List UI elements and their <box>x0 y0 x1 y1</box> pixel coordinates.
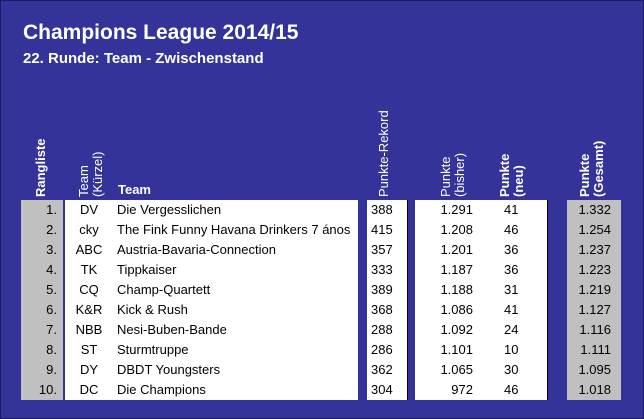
table-row: 5. CQ Champ-Quartett 389 1.188 31 1.219 <box>1 280 644 300</box>
header-team: Team <box>118 182 151 197</box>
previous-points-cell: 1.187 <box>415 260 487 280</box>
table-row: 2. cky The Fink Funny Havana Drinkers 7 án… <box>1 220 644 240</box>
abbr-cell: cky <box>65 220 113 240</box>
header-total: Punkte (Gesamt) <box>577 140 606 197</box>
total-points-cell: 1.111 <box>567 340 621 360</box>
record-cell: 304 <box>367 380 407 400</box>
rank-cell: 8. <box>21 340 63 360</box>
abbr-cell: DY <box>65 360 113 380</box>
rank-cell: 10. <box>21 380 63 400</box>
column-divider <box>407 200 408 400</box>
table-row: 8. ST Sturmtruppe 286 1.101 10 1.111 <box>1 340 644 360</box>
rank-cell: 6. <box>21 300 63 320</box>
new-points-cell: 10 <box>487 340 547 360</box>
previous-points-cell: 1.201 <box>415 240 487 260</box>
total-points-cell: 1.219 <box>567 280 621 300</box>
team-name-cell: Tippkaiser <box>113 260 358 280</box>
rank-cell: 1. <box>21 200 63 220</box>
header-previous: Punkte (bisher) <box>438 152 467 197</box>
page-title: Champions League 2014/15 <box>23 21 299 44</box>
total-points-cell: 1.095 <box>567 360 621 380</box>
team-name-cell: DBDT Youngsters <box>113 360 358 380</box>
previous-points-cell: 1.208 <box>415 220 487 240</box>
rank-cell: 2. <box>21 220 63 240</box>
new-points-cell: 24 <box>487 320 547 340</box>
abbr-cell: TK <box>65 260 113 280</box>
record-cell: 368 <box>367 300 407 320</box>
rank-cell: 5. <box>21 280 63 300</box>
rank-cell: 4. <box>21 260 63 280</box>
abbr-cell: DC <box>65 380 113 400</box>
team-name-cell: Die Vergesslichen <box>113 200 358 220</box>
table-row: 3. ABC Austria-Bavaria-Connection 357 1.201 3… <box>1 240 644 260</box>
record-cell: 389 <box>367 280 407 300</box>
total-points-cell: 1.237 <box>567 240 621 260</box>
team-name-cell: Die Champions <box>113 380 358 400</box>
record-cell: 333 <box>367 260 407 280</box>
table-row: 4. TK Tippkaiser 333 1.187 36 1.223 <box>1 260 644 280</box>
abbr-cell: K&R <box>65 300 113 320</box>
header-rank: Rangliste <box>33 138 48 197</box>
previous-points-cell: 1.086 <box>415 300 487 320</box>
header-abbr: Team (Kürzel) <box>76 151 105 197</box>
rank-cell: 3. <box>21 240 63 260</box>
team-name-cell: Nesi-Buben-Bande <box>113 320 358 340</box>
record-cell: 357 <box>367 240 407 260</box>
table-row: 7. NBB Nesi-Buben-Bande 288 1.092 24 1.116 <box>1 320 644 340</box>
new-points-cell: 31 <box>487 280 547 300</box>
new-points-cell: 30 <box>487 360 547 380</box>
new-points-cell: 46 <box>487 380 547 400</box>
table-row: 9. DY DBDT Youngsters 362 1.065 30 1.095 <box>1 360 644 380</box>
header-record: Punkte-Rekord <box>376 110 391 197</box>
new-points-cell: 46 <box>487 220 547 240</box>
record-cell: 288 <box>367 320 407 340</box>
rank-cell: 9. <box>21 360 63 380</box>
abbr-cell: CQ <box>65 280 113 300</box>
abbr-cell: ABC <box>65 240 113 260</box>
new-points-cell: 41 <box>487 300 547 320</box>
abbr-cell: NBB <box>65 320 113 340</box>
team-name-cell: Austria-Bavaria-Connection <box>113 240 358 260</box>
total-points-cell: 1.254 <box>567 220 621 240</box>
new-points-cell: 36 <box>487 260 547 280</box>
team-name-cell: Kick & Rush <box>113 300 358 320</box>
total-points-cell: 1.116 <box>567 320 621 340</box>
previous-points-cell: 1.188 <box>415 280 487 300</box>
new-points-cell: 36 <box>487 240 547 260</box>
abbr-cell: ST <box>65 340 113 360</box>
column-divider <box>547 200 548 400</box>
previous-points-cell: 1.092 <box>415 320 487 340</box>
total-points-cell: 1.223 <box>567 260 621 280</box>
previous-points-cell: 1.291 <box>415 200 487 220</box>
header-new: Punkte (neu) <box>497 153 526 197</box>
record-cell: 286 <box>367 340 407 360</box>
total-points-cell: 1.127 <box>567 300 621 320</box>
previous-points-cell: 1.101 <box>415 340 487 360</box>
rank-cell: 7. <box>21 320 63 340</box>
record-cell: 362 <box>367 360 407 380</box>
table-row: 10. DC Die Champions 304 972 46 1.018 <box>1 380 644 400</box>
page-subtitle: 22. Runde: Team - Zwischenstand <box>23 50 264 67</box>
total-points-cell: 1.332 <box>567 200 621 220</box>
total-points-cell: 1.018 <box>567 380 621 400</box>
previous-points-cell: 972 <box>415 380 487 400</box>
record-cell: 415 <box>367 220 407 240</box>
record-cell: 388 <box>367 200 407 220</box>
abbr-cell: DV <box>65 200 113 220</box>
team-name-cell: Champ-Quartett <box>113 280 358 300</box>
team-name-cell: Sturmtruppe <box>113 340 358 360</box>
new-points-cell: 41 <box>487 200 547 220</box>
team-name-cell: The Fink Funny Havana Drinkers 7 ános <box>113 220 358 240</box>
table-row: 6. K&R Kick & Rush 368 1.086 41 1.127 <box>1 300 644 320</box>
table-row: 1. DV Die Vergesslichen 388 1.291 41 1.332 <box>1 200 644 220</box>
previous-points-cell: 1.065 <box>415 360 487 380</box>
